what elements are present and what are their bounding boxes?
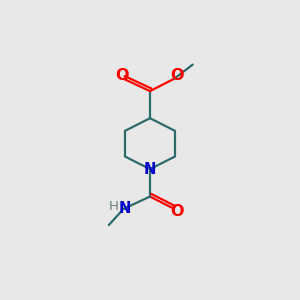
Text: N: N — [144, 162, 156, 177]
Text: H: H — [109, 200, 119, 213]
Text: O: O — [115, 68, 129, 83]
Text: O: O — [170, 204, 184, 219]
Text: O: O — [170, 68, 183, 83]
Text: N: N — [119, 201, 131, 216]
